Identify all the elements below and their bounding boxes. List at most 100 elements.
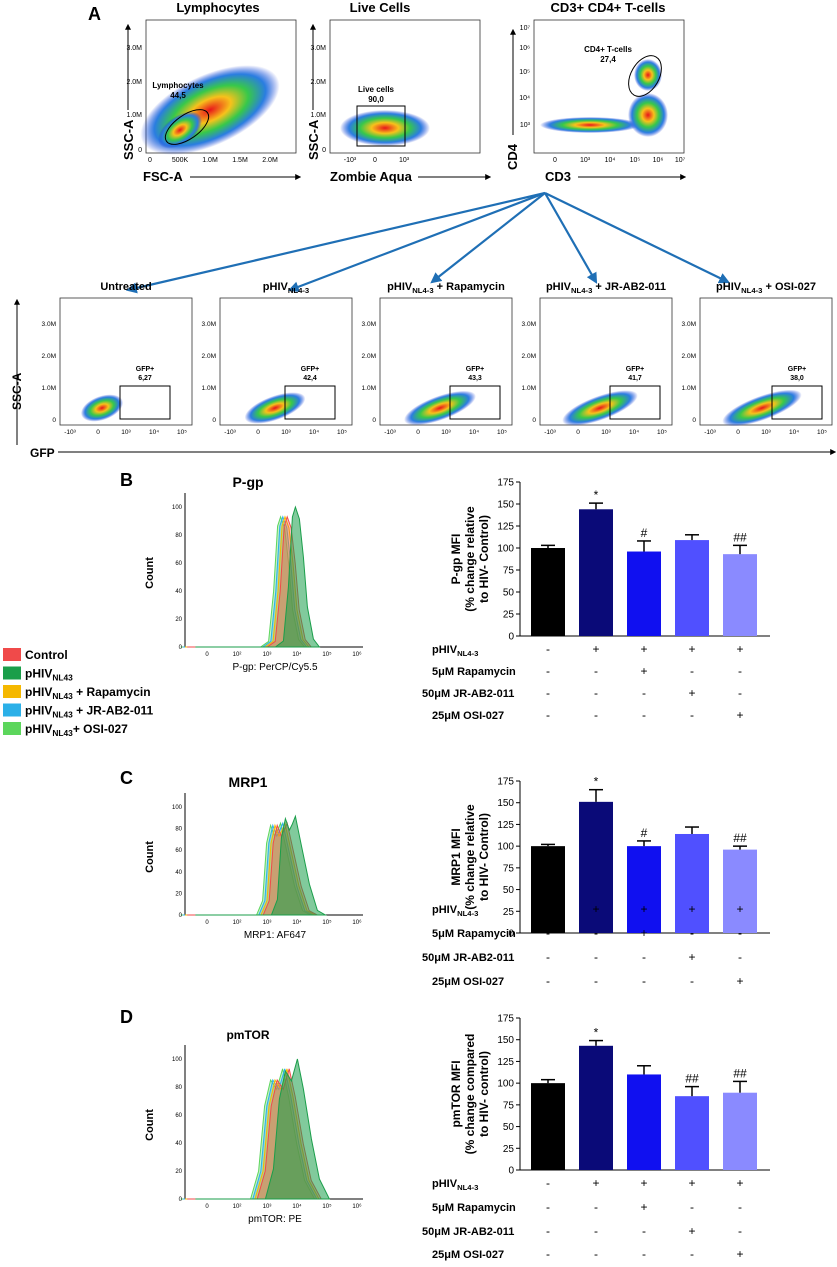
legend-item: Control [3, 648, 68, 662]
y-tick: 3.0M [42, 321, 56, 328]
treatment-mark: + [736, 708, 743, 722]
treatment-mark: + [736, 1247, 743, 1261]
bar [579, 1045, 613, 1170]
gate-rect [609, 385, 661, 420]
y-tick: 1.0M [202, 385, 216, 392]
x-tick: 10² [233, 652, 242, 658]
arrow-to-phiv [287, 191, 546, 293]
bar-chart-b: 0 25 50 75 100 125 150 175 P-gp MFI (% change rel… [422, 478, 770, 722]
y-tick: 75 [503, 1100, 515, 1111]
y-tick: 25 [503, 1144, 515, 1155]
x-tick: 10⁴ [292, 1203, 302, 1210]
histogram-mrp1: MRP1 0 20 40 60 80 100 0 10² 10³ 10⁴ 10⁵ 10⁶ MRP1: AF… [144, 774, 363, 941]
bar [627, 551, 661, 636]
density-cloud [140, 65, 280, 155]
y-tick: 2.0M [522, 353, 536, 360]
treatment-mark: - [546, 950, 550, 964]
treatment-mark: - [546, 902, 550, 916]
x-tick: 10⁴ [605, 157, 616, 164]
y-tick: 40 [175, 589, 182, 595]
x-axis-label: pmTOR: PE [248, 1214, 302, 1225]
treatment-row-label: 5μM Rapamycin [432, 1202, 516, 1214]
y-axis-label: Count [144, 557, 156, 589]
treatment-mark: - [642, 1224, 646, 1238]
treatment-mark: - [642, 708, 646, 722]
significance-mark: * [594, 775, 599, 789]
treatment-mark: + [592, 1176, 599, 1190]
x-tick: 10⁴ [292, 651, 302, 658]
gate-label: GFP+ [788, 366, 806, 373]
legend-swatch [3, 666, 21, 680]
x-tick: 0 [205, 652, 209, 658]
y-tick: 10⁶ [519, 45, 530, 52]
y-axis-label: to HIV- Control) [477, 813, 491, 901]
x-tick: 10⁵ [630, 157, 641, 164]
gate-label: GFP+ [136, 366, 154, 373]
y-tick: 25 [503, 907, 515, 918]
treatment-row-label: 5μM Rapamycin [432, 666, 516, 678]
treatment-mark: - [594, 1200, 598, 1214]
gfp-plot: pHIVNL4-3 GFP+ 42,4 0 1.0M 2.0M 3.0M -10³ 0 10³ 10… [202, 281, 353, 436]
treatment-mark: + [592, 902, 599, 916]
y-tick: 75 [503, 566, 515, 577]
legend: Control pHIVNL43 pHIVNL43 + Rapamycin pHIVN… [3, 648, 154, 738]
x-tick: 0 [553, 157, 557, 164]
x-axis-label: Zombie Aqua [330, 169, 413, 184]
panel-label-c: C [120, 768, 133, 788]
treatment-row-label: 50μM JR-AB2-011 [422, 1226, 514, 1238]
treatment-mark: + [640, 902, 647, 916]
flow-plot-title: Live Cells [350, 0, 411, 15]
treatment-mark: - [546, 708, 550, 722]
y-tick: 100 [172, 505, 183, 511]
gate-value: 41,7 [628, 375, 642, 382]
significance-mark: * [594, 488, 599, 502]
y-tick: 0 [179, 913, 183, 919]
y-tick: 150 [497, 798, 514, 809]
x-tick: 10² [233, 920, 242, 926]
gate-value: 38,0 [790, 375, 804, 382]
gate-label: GFP+ [626, 366, 644, 373]
treatment-mark: + [688, 686, 695, 700]
plot-frame [699, 297, 833, 426]
y-tick: 0 [508, 1166, 514, 1177]
y-tick: 0 [179, 645, 183, 651]
y-tick: 175 [497, 777, 514, 788]
treatment-mark: + [640, 664, 647, 678]
y-tick: 150 [497, 500, 514, 511]
y-tick: 3.0M [522, 321, 536, 328]
treatment-row-label: 50μM JR-AB2-011 [422, 688, 514, 700]
x-tick: 10⁴ [309, 429, 319, 436]
y-tick: 50 [503, 588, 515, 599]
histogram-title: P-gp [232, 474, 263, 490]
y-tick: 3.0M [202, 321, 216, 328]
y-tick: 175 [497, 478, 514, 489]
gfp-plot: pHIVNL4-3 + Rapamycin GFP+ 43,3 0 1.0M 2.0M 3.… [362, 281, 513, 436]
gate-ellipse [628, 55, 662, 97]
x-tick: 0 [416, 429, 420, 436]
x-tick: 1.5M [232, 157, 248, 164]
bar [627, 1074, 661, 1170]
density-cloud [540, 117, 640, 133]
bar [579, 801, 613, 933]
y-axis-label: MRP1 MFI [449, 828, 463, 885]
y-tick: 10⁵ [519, 69, 530, 76]
treatment-mark: - [642, 1247, 646, 1261]
x-tick: 10⁵ [337, 429, 347, 436]
y-tick: 125 [497, 522, 514, 533]
gfp-x-axis-label: GFP [30, 446, 55, 460]
legend-label: pHIVNL43 + Rapamycin [25, 685, 151, 701]
significance-mark: ## [733, 1066, 747, 1080]
treatment-mark: - [738, 1224, 742, 1238]
x-tick: 10⁵ [322, 919, 332, 926]
x-tick: 10³ [263, 920, 272, 926]
bar [723, 1092, 757, 1170]
treatment-row-label: 50μM JR-AB2-011 [422, 952, 514, 964]
legend-label: Control [25, 648, 68, 662]
panel-label-d: D [120, 1007, 133, 1027]
x-tick: 10³ [601, 429, 611, 436]
x-tick: 10³ [263, 1204, 272, 1210]
gate-value: 6,27 [138, 375, 152, 382]
y-tick: 0 [52, 417, 56, 424]
y-tick: 150 [497, 1035, 514, 1046]
